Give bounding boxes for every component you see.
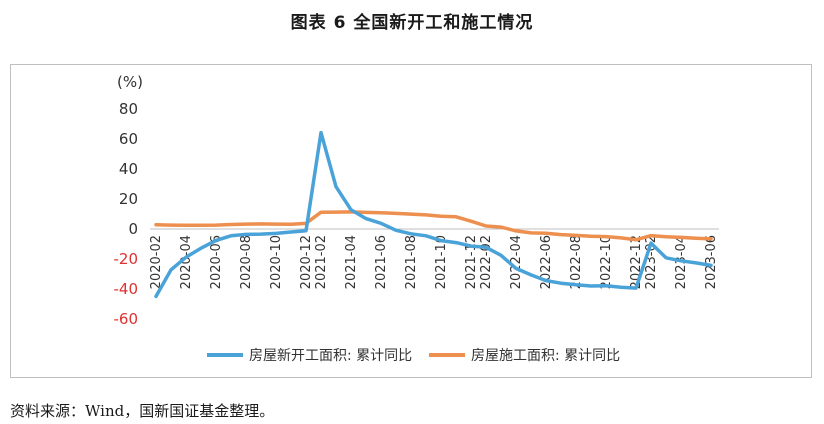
figure-title: 图表 6 全国新开工和施工情况 xyxy=(290,13,534,33)
x-tick-label: 2021-04 xyxy=(344,235,359,289)
x-tick-label: 2022-06 xyxy=(539,235,554,289)
y-tick-label: 0 xyxy=(128,220,138,238)
y-tick-label: 80 xyxy=(119,100,138,118)
chart-frame: (%) 80 60 40 20 0 -20 -40 -60 2020-02 2020-04 202… xyxy=(10,64,812,378)
x-tick-label: 2020-10 xyxy=(269,235,284,289)
x-tick-label: 2020-08 xyxy=(239,235,254,289)
y-tick-label: 20 xyxy=(119,190,138,208)
x-tick-label: 2022-02 xyxy=(479,235,494,289)
y-tick-label: -20 xyxy=(114,250,139,268)
x-tick-label: 2020-12 xyxy=(299,235,314,289)
source-note: 资料来源：Wind，国新国证基金整理。 xyxy=(10,402,275,420)
legend-label: 房屋新开工面积: 累计同比 xyxy=(249,348,412,364)
y-unit-label: (%) xyxy=(117,73,143,91)
x-tick-label: 2020-02 xyxy=(149,235,164,289)
line-chart: (%) 80 60 40 20 0 -20 -40 -60 2020-02 2020-04 202… xyxy=(114,73,719,364)
legend-label: 房屋施工面积: 累计同比 xyxy=(471,348,620,364)
x-tick-label: 2020-04 xyxy=(179,235,194,289)
x-tick-label: 2022-08 xyxy=(569,235,584,289)
series-line-new-construction xyxy=(154,130,713,299)
legend: 房屋新开工面积: 累计同比 房屋施工面积: 累计同比 xyxy=(207,348,620,364)
series-line-under-construction xyxy=(154,210,713,242)
x-tick-label: 2022-10 xyxy=(599,235,614,289)
y-tick-label: 40 xyxy=(119,160,138,178)
y-tick-label: -40 xyxy=(114,280,139,298)
y-tick-label: 60 xyxy=(119,130,138,148)
x-tick-label: 2021-02 xyxy=(314,235,329,289)
x-tick-label: 2020-06 xyxy=(209,235,224,289)
x-tick-label: 2021-10 xyxy=(434,235,449,289)
x-tick-label: 2021-08 xyxy=(404,235,419,289)
x-tick-label: 2023-06 xyxy=(704,235,719,289)
x-tick-label: 2022-04 xyxy=(509,235,524,289)
x-tick-label: 2021-06 xyxy=(374,235,389,289)
y-tick-label: -60 xyxy=(114,310,139,328)
x-tick-label: 2021-12 xyxy=(464,235,479,289)
